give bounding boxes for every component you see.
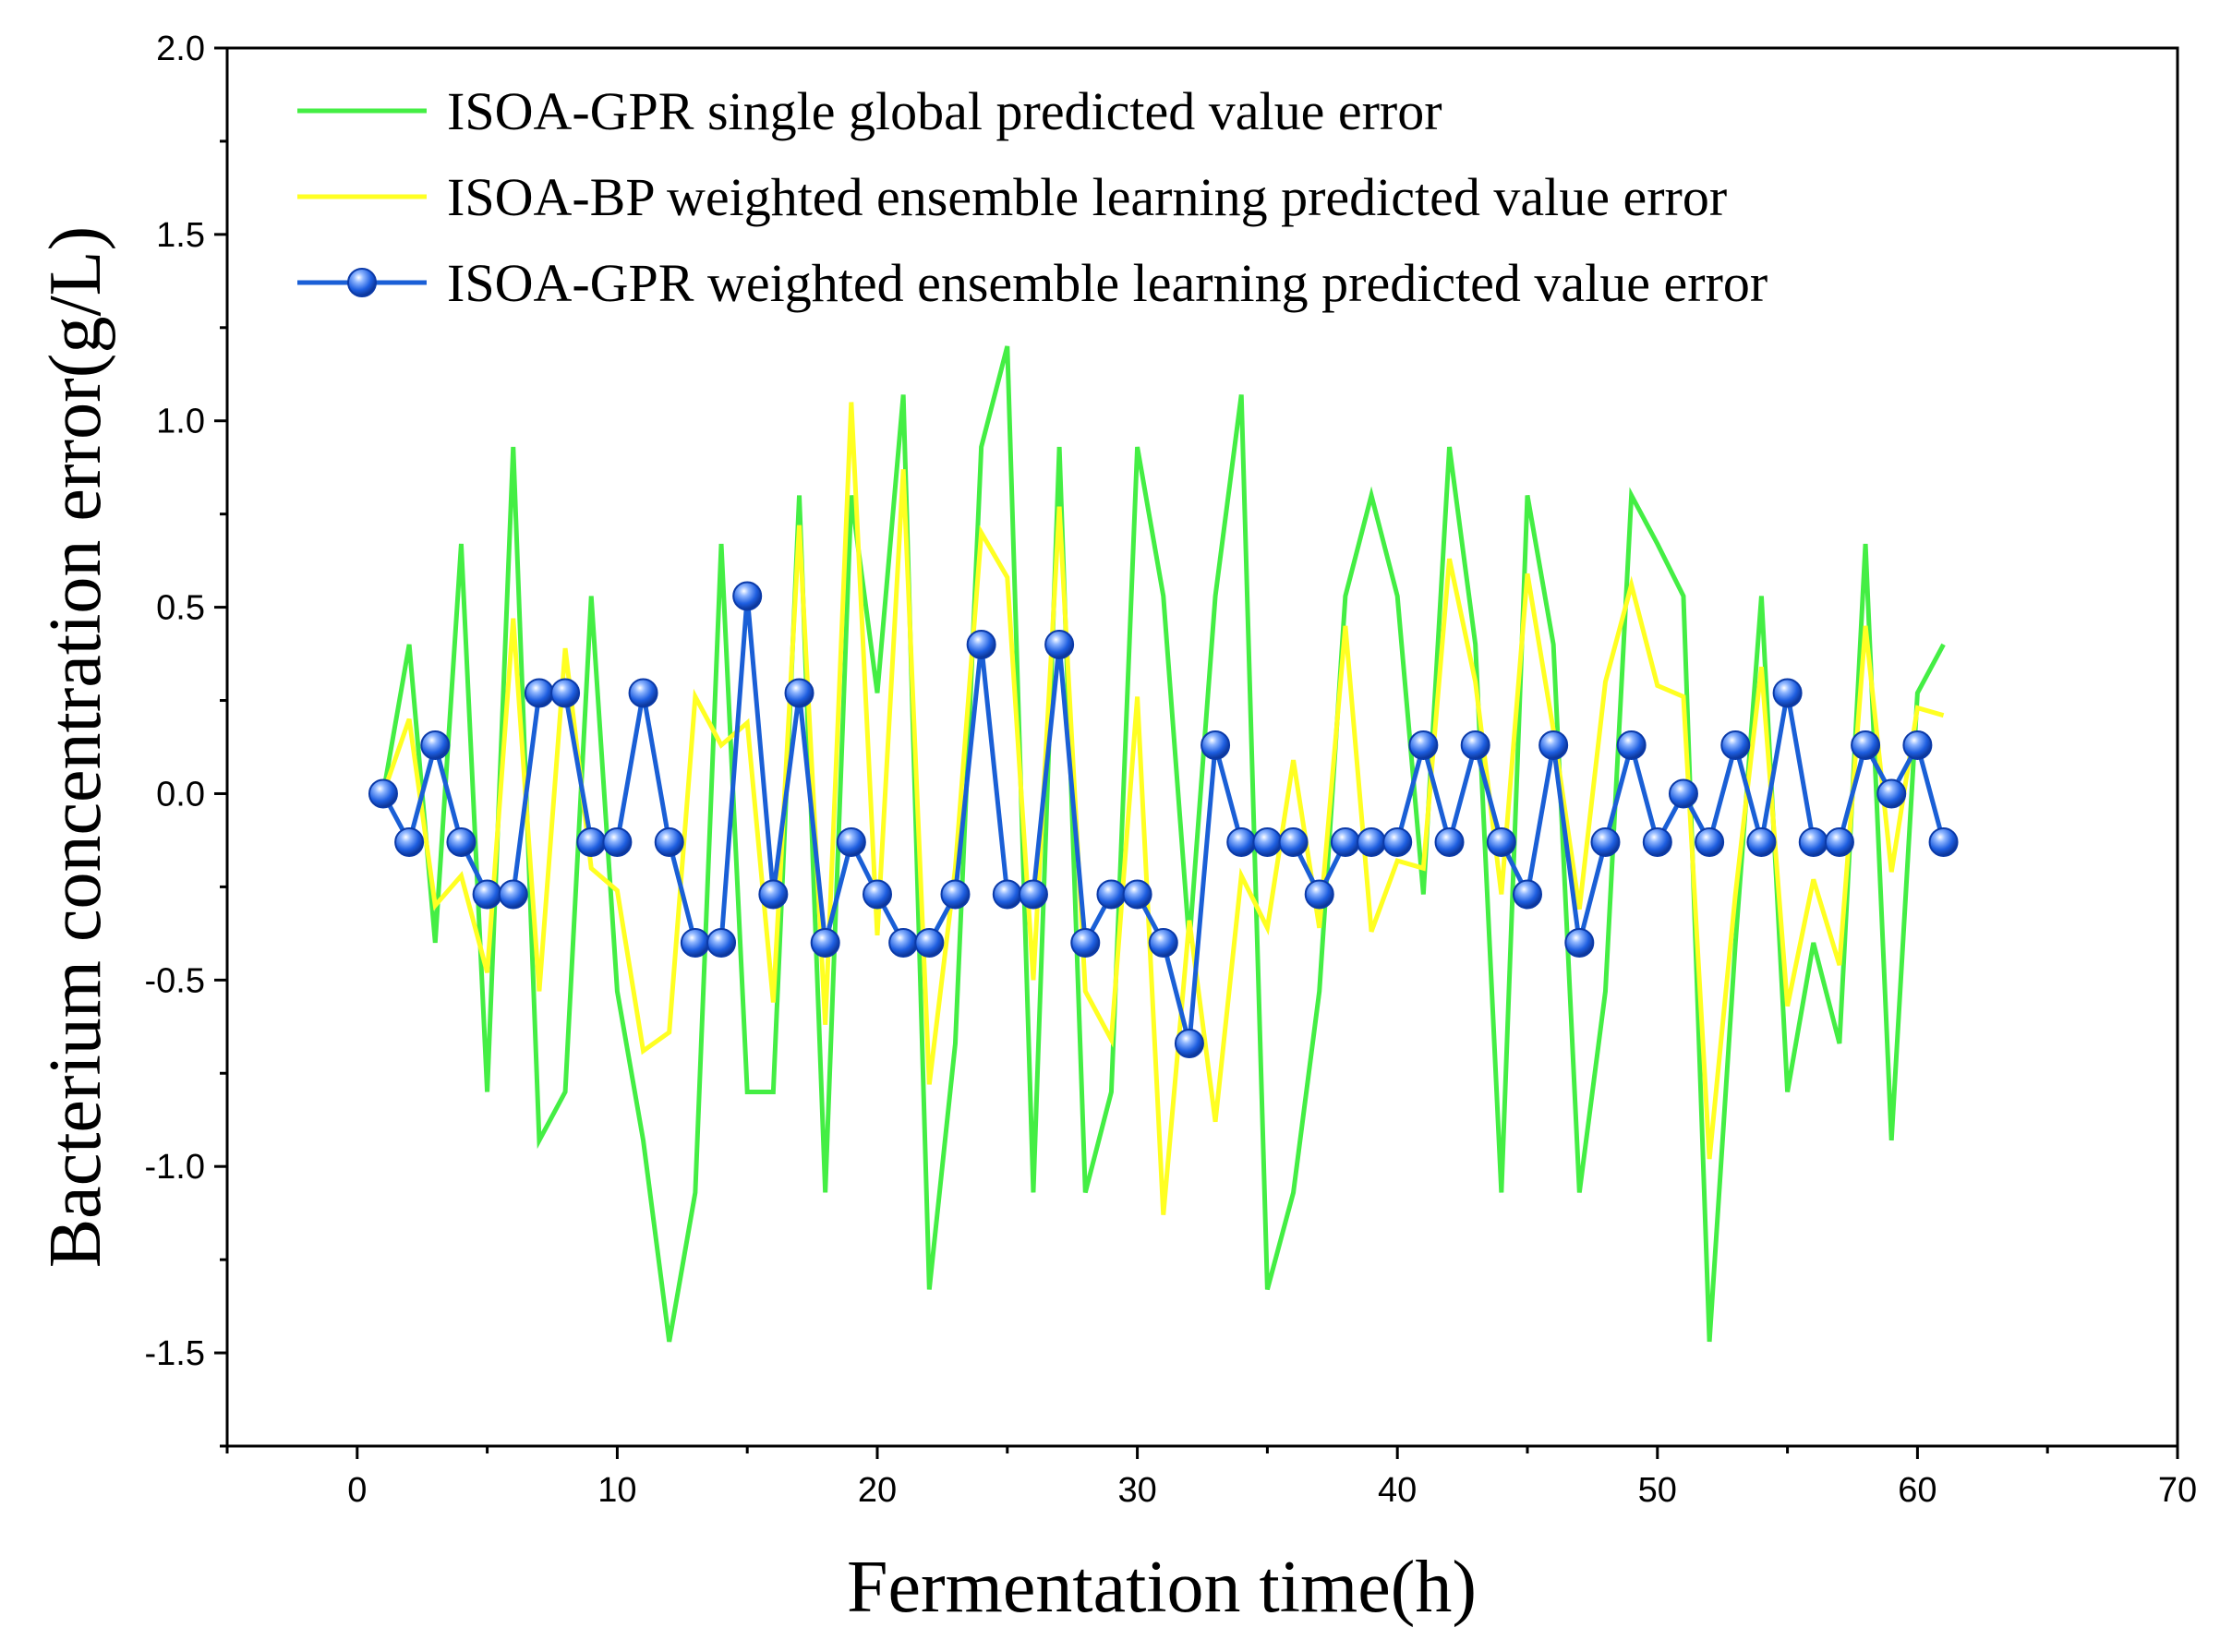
data-point — [1278, 826, 1309, 857]
data-point — [1564, 927, 1595, 958]
series-1 — [380, 345, 1946, 1343]
y-tick-label: 1.5 — [156, 216, 205, 255]
legend-item: ISOA-GPR weighted ensemble learning pred… — [297, 253, 1768, 313]
data-point — [1096, 879, 1127, 910]
data-point — [1824, 826, 1854, 857]
series-line — [380, 345, 1946, 1343]
data-point — [1798, 826, 1828, 857]
data-point — [1928, 826, 1959, 857]
y-axis-title: Bacterium concentration error(g/L) — [35, 226, 116, 1268]
plot-frame — [225, 46, 2179, 1448]
data-point — [1538, 730, 1569, 760]
data-point — [758, 879, 789, 910]
y-tick-label: -1.0 — [145, 1148, 205, 1187]
series-2 — [380, 402, 1945, 1215]
data-point — [1902, 730, 1933, 760]
data-point — [1174, 1028, 1204, 1058]
data-point — [1252, 826, 1283, 857]
data-point — [1851, 730, 1881, 760]
data-point — [1460, 730, 1490, 760]
data-point — [966, 629, 996, 659]
data-point — [576, 826, 607, 857]
series-3 — [368, 581, 1959, 1058]
data-point — [1486, 826, 1516, 857]
data-point — [368, 778, 398, 809]
x-tick-label: 60 — [1898, 1471, 1936, 1510]
data-point — [1695, 826, 1725, 857]
data-point — [1018, 879, 1048, 910]
y-tick-label: 2.0 — [156, 30, 205, 68]
data-point — [550, 678, 581, 708]
legend-label: ISOA-GPR single global predicted value e… — [447, 81, 1442, 141]
x-tick-label: 20 — [858, 1471, 897, 1510]
data-point — [1382, 826, 1413, 857]
x-tick-label: 50 — [1638, 1471, 1677, 1510]
axes: 0 10 20 30 40 50 60 70 -1.5 -1.0 -0.5 0.0 0.5 1.0 1.5 2… — [145, 30, 2198, 1510]
data-point — [1148, 927, 1178, 958]
data-point — [1746, 826, 1777, 857]
legend-label: ISOA-BP weighted ensemble learning predi… — [447, 167, 1727, 227]
x-tick-label: 70 — [2158, 1471, 2197, 1510]
data-point — [1122, 879, 1152, 910]
legend-marker — [347, 268, 377, 297]
data-point — [888, 927, 919, 958]
data-point — [1070, 927, 1101, 958]
legend-item: ISOA-GPR single global predicted value e… — [297, 81, 1442, 141]
y-tick-label: 0.5 — [156, 589, 205, 628]
data-point — [394, 826, 425, 857]
series-line — [380, 402, 1945, 1215]
data-point — [472, 879, 502, 910]
legend-item: ISOA-BP weighted ensemble learning predi… — [297, 167, 1727, 227]
x-axis-title: Fermentation time(h) — [847, 1547, 1477, 1628]
data-point — [914, 927, 945, 958]
data-point — [446, 826, 477, 857]
data-point — [1200, 730, 1231, 760]
data-point — [863, 879, 892, 910]
data-point — [1357, 826, 1387, 857]
data-point — [1226, 826, 1257, 857]
legend: ISOA-GPR single global predicted value e… — [297, 81, 1768, 313]
y-tick-label: 0.0 — [156, 775, 205, 814]
data-point — [1434, 826, 1465, 857]
x-tick-label: 30 — [1117, 1471, 1156, 1510]
data-point — [1304, 879, 1334, 910]
data-point — [1330, 826, 1360, 857]
x-tick-label: 0 — [347, 1471, 367, 1510]
data-point — [1668, 778, 1698, 809]
y-tick-label: -1.5 — [145, 1334, 205, 1373]
data-point — [940, 879, 971, 910]
data-point — [706, 927, 737, 958]
x-tick-label: 40 — [1378, 1471, 1417, 1510]
legend-label: ISOA-GPR weighted ensemble learning pred… — [447, 253, 1768, 313]
y-tick-label: -0.5 — [145, 961, 205, 1000]
y-tick-label: 1.0 — [156, 403, 205, 441]
data-point — [628, 678, 658, 708]
data-point — [992, 879, 1022, 910]
data-point — [1772, 678, 1803, 708]
data-point — [1044, 629, 1075, 659]
data-point — [1642, 826, 1672, 857]
data-point — [654, 826, 684, 857]
data-point — [602, 826, 633, 857]
data-point — [836, 826, 866, 857]
data-point — [498, 879, 528, 910]
data-point — [1616, 730, 1647, 760]
data-point — [732, 581, 763, 611]
data-point — [420, 730, 451, 760]
data-point — [524, 678, 554, 708]
data-point — [680, 927, 710, 958]
data-point — [784, 678, 814, 708]
data-point — [1876, 778, 1907, 809]
data-point — [1590, 826, 1621, 857]
data-point — [1720, 730, 1751, 760]
data-point — [1408, 730, 1439, 760]
data-point — [810, 927, 840, 958]
series-layer — [368, 345, 1959, 1343]
data-point — [1513, 879, 1542, 910]
x-tick-label: 10 — [597, 1471, 636, 1510]
